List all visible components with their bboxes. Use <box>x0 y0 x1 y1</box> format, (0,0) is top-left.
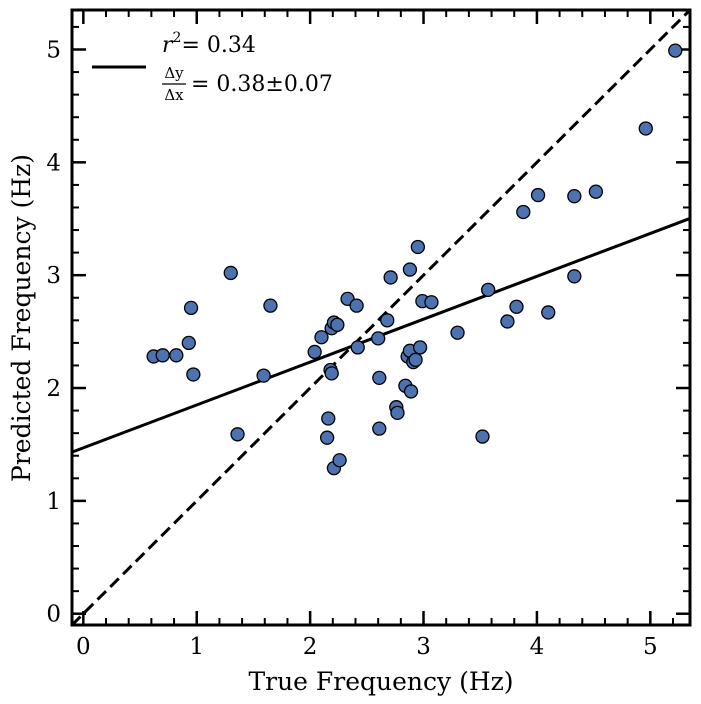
scatter-point <box>349 298 364 313</box>
scatter-point <box>321 411 336 426</box>
scatter-point <box>256 368 271 383</box>
scatter-point <box>410 239 426 255</box>
scatter-point <box>412 340 428 355</box>
x-tick-label: 3 <box>416 634 431 660</box>
scatter-point <box>372 421 387 436</box>
x-tick-label: 4 <box>530 634 545 660</box>
scatter-point <box>402 262 418 277</box>
scatter-point <box>500 314 515 329</box>
legend: r2= 0.34 Δy Δx = 0.38±0.07 <box>92 30 333 104</box>
scatter-point <box>588 184 604 199</box>
scatter-point <box>509 299 524 314</box>
scatter-point <box>223 265 238 281</box>
scatter-point <box>516 204 531 220</box>
scatter-point <box>332 453 347 468</box>
y-tick-label: 3 <box>46 263 61 289</box>
scatter-point <box>541 305 556 320</box>
y-tick-label: 4 <box>46 150 61 176</box>
scatter-point <box>408 352 423 367</box>
x-tick-label: 2 <box>303 634 318 660</box>
legend-r2-symbol: r <box>162 33 174 58</box>
scatter-point <box>183 300 199 316</box>
x-axis-label: True Frequency (Hz) <box>248 667 513 696</box>
legend-r2-exponent: 2 <box>173 30 182 46</box>
legend-r2-value: = 0.34 <box>181 33 255 58</box>
x-tick-label: 0 <box>76 634 91 660</box>
scatter-point <box>403 384 419 399</box>
scatter-point <box>530 187 546 203</box>
scatter-point <box>475 429 490 444</box>
x-tick-labels: 0 1 2 3 4 5 <box>76 634 658 660</box>
x-tick-label: 1 <box>189 634 204 660</box>
y-tick-label: 2 <box>46 376 61 402</box>
y-tick-label: 5 <box>46 37 61 63</box>
y-tick-labels: 0 1 2 3 4 5 <box>46 37 61 627</box>
scatter-point <box>567 189 582 204</box>
legend-r2: r2= 0.34 <box>162 30 256 58</box>
scatter-point <box>307 344 322 360</box>
legend-slope-denominator: Δx <box>164 86 184 104</box>
legend-slope-numerator: Δy <box>164 64 184 82</box>
scatter-point <box>638 121 653 136</box>
scatter-point <box>181 335 196 351</box>
y-tick-label: 1 <box>46 489 61 515</box>
scatter-point <box>383 270 398 285</box>
scatter-point <box>668 43 683 58</box>
scatter-point <box>567 269 582 284</box>
legend-slope-value: = 0.38±0.07 <box>191 72 333 97</box>
plot-frame <box>70 8 692 627</box>
y-tick-label: 0 <box>46 602 61 628</box>
scatter-point <box>155 348 170 363</box>
scatter-point <box>372 370 387 386</box>
scatter-point <box>450 325 465 340</box>
scatter-point <box>319 430 335 445</box>
data-points <box>146 43 683 476</box>
scatter-point <box>230 427 245 442</box>
scatter-point <box>169 348 184 363</box>
scatter-point <box>390 405 405 421</box>
scatter-point <box>371 331 386 346</box>
scatter-point <box>330 317 345 332</box>
scatter-point <box>350 340 365 355</box>
scatter-point <box>424 295 439 310</box>
scatter-point <box>263 298 278 313</box>
scatter-point <box>186 367 201 382</box>
scatter-point <box>314 330 329 345</box>
scatter-point <box>481 282 496 298</box>
scatter-point <box>380 313 395 328</box>
y-axis-label: Predicted Frequency (Hz) <box>7 154 36 482</box>
x-tick-label: 5 <box>643 634 658 660</box>
scatter-point <box>324 366 339 381</box>
